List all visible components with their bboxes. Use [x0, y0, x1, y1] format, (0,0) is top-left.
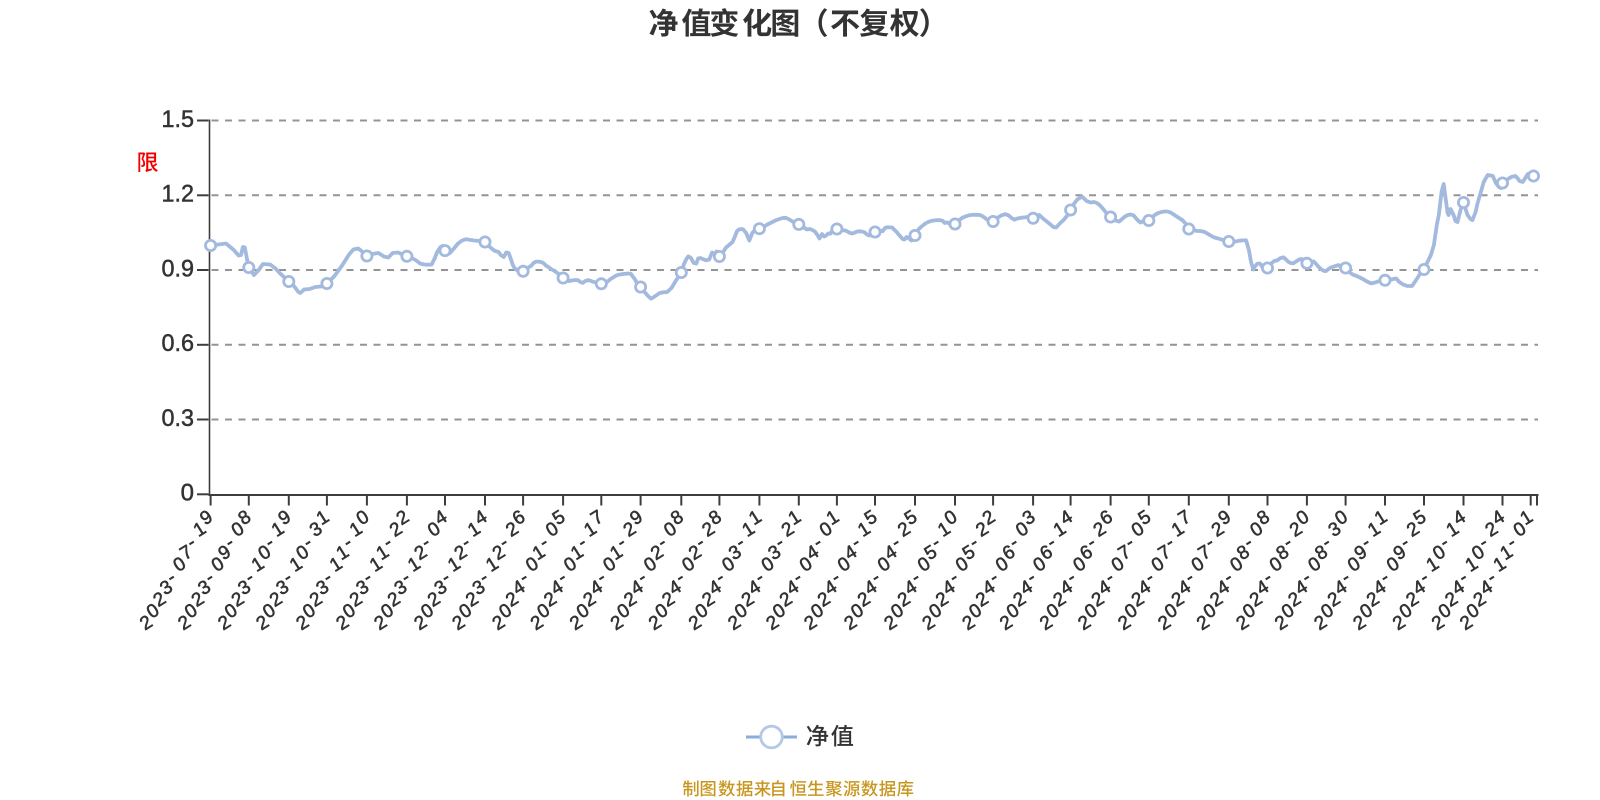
svg-text:0.3: 0.3	[162, 405, 195, 432]
svg-text:0: 0	[181, 480, 194, 507]
svg-text:1.2: 1.2	[162, 181, 195, 208]
svg-text:1.5: 1.5	[162, 106, 195, 133]
svg-text:0.6: 0.6	[162, 330, 195, 357]
svg-text:0.9: 0.9	[162, 255, 195, 282]
